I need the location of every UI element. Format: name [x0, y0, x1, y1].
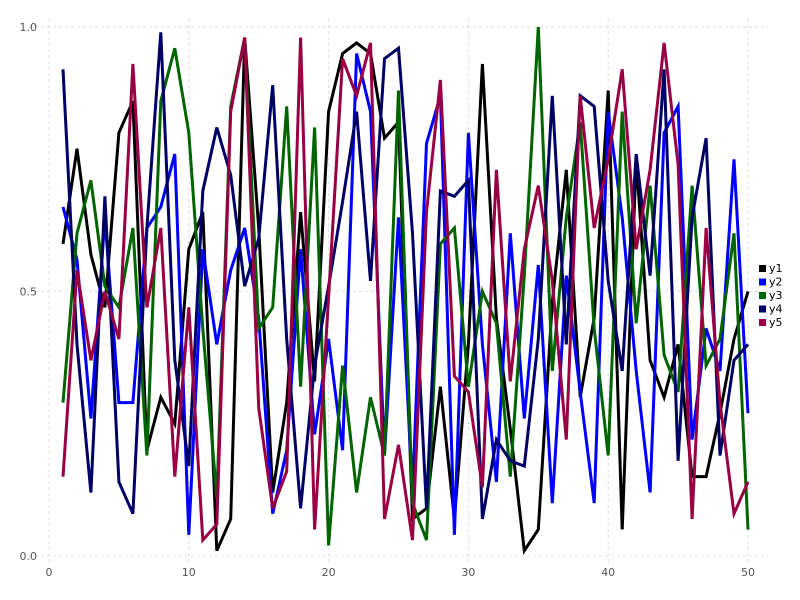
y-axis-ticks: 0.0 0.5 1.0: [20, 21, 38, 563]
x-tick-label: 40: [601, 566, 615, 579]
series-line-y4: [61, 32, 750, 520]
x-tick-label: 30: [461, 566, 475, 579]
x-tick-label: 50: [741, 566, 755, 579]
legend-swatch-y2: [759, 278, 766, 286]
legend-label-y2: y2: [769, 276, 783, 289]
legend-swatch-y5: [759, 319, 766, 326]
series-lines: [61, 26, 750, 555]
x-axis-ticks: 0 10 20 30 40 50: [46, 566, 756, 579]
series-line-y3: [61, 26, 750, 546]
legend-swatch-y3: [759, 292, 766, 299]
legend-swatch-y4: [759, 305, 766, 313]
x-tick-label: 20: [322, 566, 336, 579]
legend-label-y3: y3: [769, 289, 783, 302]
x-tick-label: 10: [182, 566, 196, 579]
legend-label-y5: y5: [769, 316, 783, 329]
y-tick-label: 1.0: [20, 21, 38, 34]
series-line-y5: [61, 37, 750, 544]
y-tick-label: 0.5: [20, 286, 38, 299]
legend-label-y4: y4: [769, 303, 783, 316]
legend-label-y1: y1: [769, 262, 783, 275]
y-tick-label: 0.0: [20, 550, 38, 563]
series-line-y2: [61, 53, 750, 535]
legend-swatch-y1: [759, 265, 766, 272]
x-tick-label: 0: [46, 566, 53, 579]
